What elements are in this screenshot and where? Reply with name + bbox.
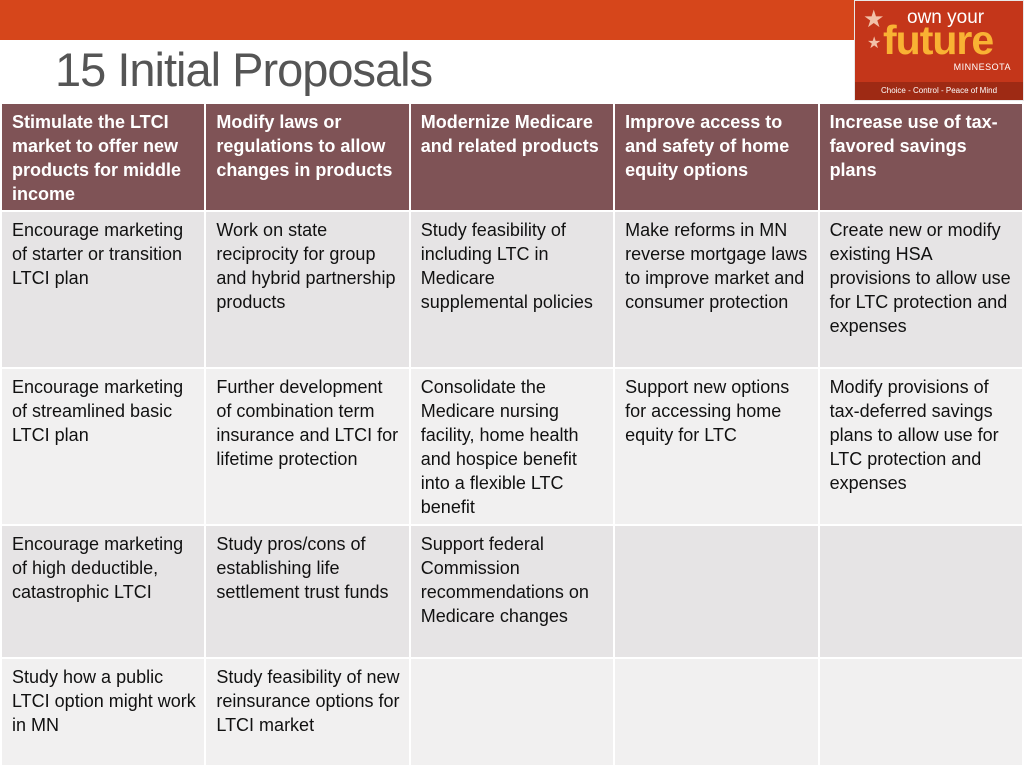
table-cell: Encourage marketing of starter or transi…: [1, 211, 205, 368]
table-cell: [410, 658, 614, 766]
table-cell: Support new options for accessing home e…: [614, 368, 818, 525]
star-icon: ★: [863, 5, 885, 34]
column-header: Stimulate the LTCI market to offer new p…: [1, 103, 205, 211]
header-row: Stimulate the LTCI market to offer new p…: [1, 103, 1023, 211]
logo-line-3: MINNESOTA: [954, 62, 1011, 72]
table-cell: Study how a public LTCI option might wor…: [1, 658, 205, 766]
table-cell: Create new or modify existing HSA provis…: [819, 211, 1023, 368]
table-cell: Consolidate the Medicare nursing facilit…: [410, 368, 614, 525]
logo-line-2: future: [883, 17, 993, 64]
proposals-table: Stimulate the LTCI market to offer new p…: [0, 102, 1024, 767]
table-cell: [614, 525, 818, 658]
table-cell: Support federal Commission recommendatio…: [410, 525, 614, 658]
table-cell: [819, 658, 1023, 766]
table-cell: Study feasibility of including LTC in Me…: [410, 211, 614, 368]
table-cell: [819, 525, 1023, 658]
column-header: Modernize Medicare and related products: [410, 103, 614, 211]
table-cell: Study feasibility of new reinsurance opt…: [205, 658, 409, 766]
column-header: Improve access to and safety of home equ…: [614, 103, 818, 211]
page-title: 15 Initial Proposals: [55, 42, 432, 97]
table-cell: Study pros/cons of establishing life set…: [205, 525, 409, 658]
table-row: Study how a public LTCI option might wor…: [1, 658, 1023, 766]
column-header: Modify laws or regulations to allow chan…: [205, 103, 409, 211]
column-header: Increase use of tax-favored savings plan…: [819, 103, 1023, 211]
own-your-future-logo: ★ ★ own your future MINNESOTA Choice - C…: [854, 0, 1024, 101]
table-cell: Work on state reciprocity for group and …: [205, 211, 409, 368]
table-row: Encourage marketing of streamlined basic…: [1, 368, 1023, 525]
logo-tagline: Choice - Control - Peace of Mind: [855, 82, 1023, 100]
table-row: Encourage marketing of starter or transi…: [1, 211, 1023, 368]
table-cell: Make reforms in MN reverse mortgage laws…: [614, 211, 818, 368]
table-cell: Modify provisions of tax-deferred saving…: [819, 368, 1023, 525]
table-cell: Encourage marketing of streamlined basic…: [1, 368, 205, 525]
table-cell: Encourage marketing of high deductible, …: [1, 525, 205, 658]
star-icon: ★: [867, 33, 881, 53]
table-cell: Further development of combination term …: [205, 368, 409, 525]
table-cell: [614, 658, 818, 766]
table-row: Encourage marketing of high deductible, …: [1, 525, 1023, 658]
